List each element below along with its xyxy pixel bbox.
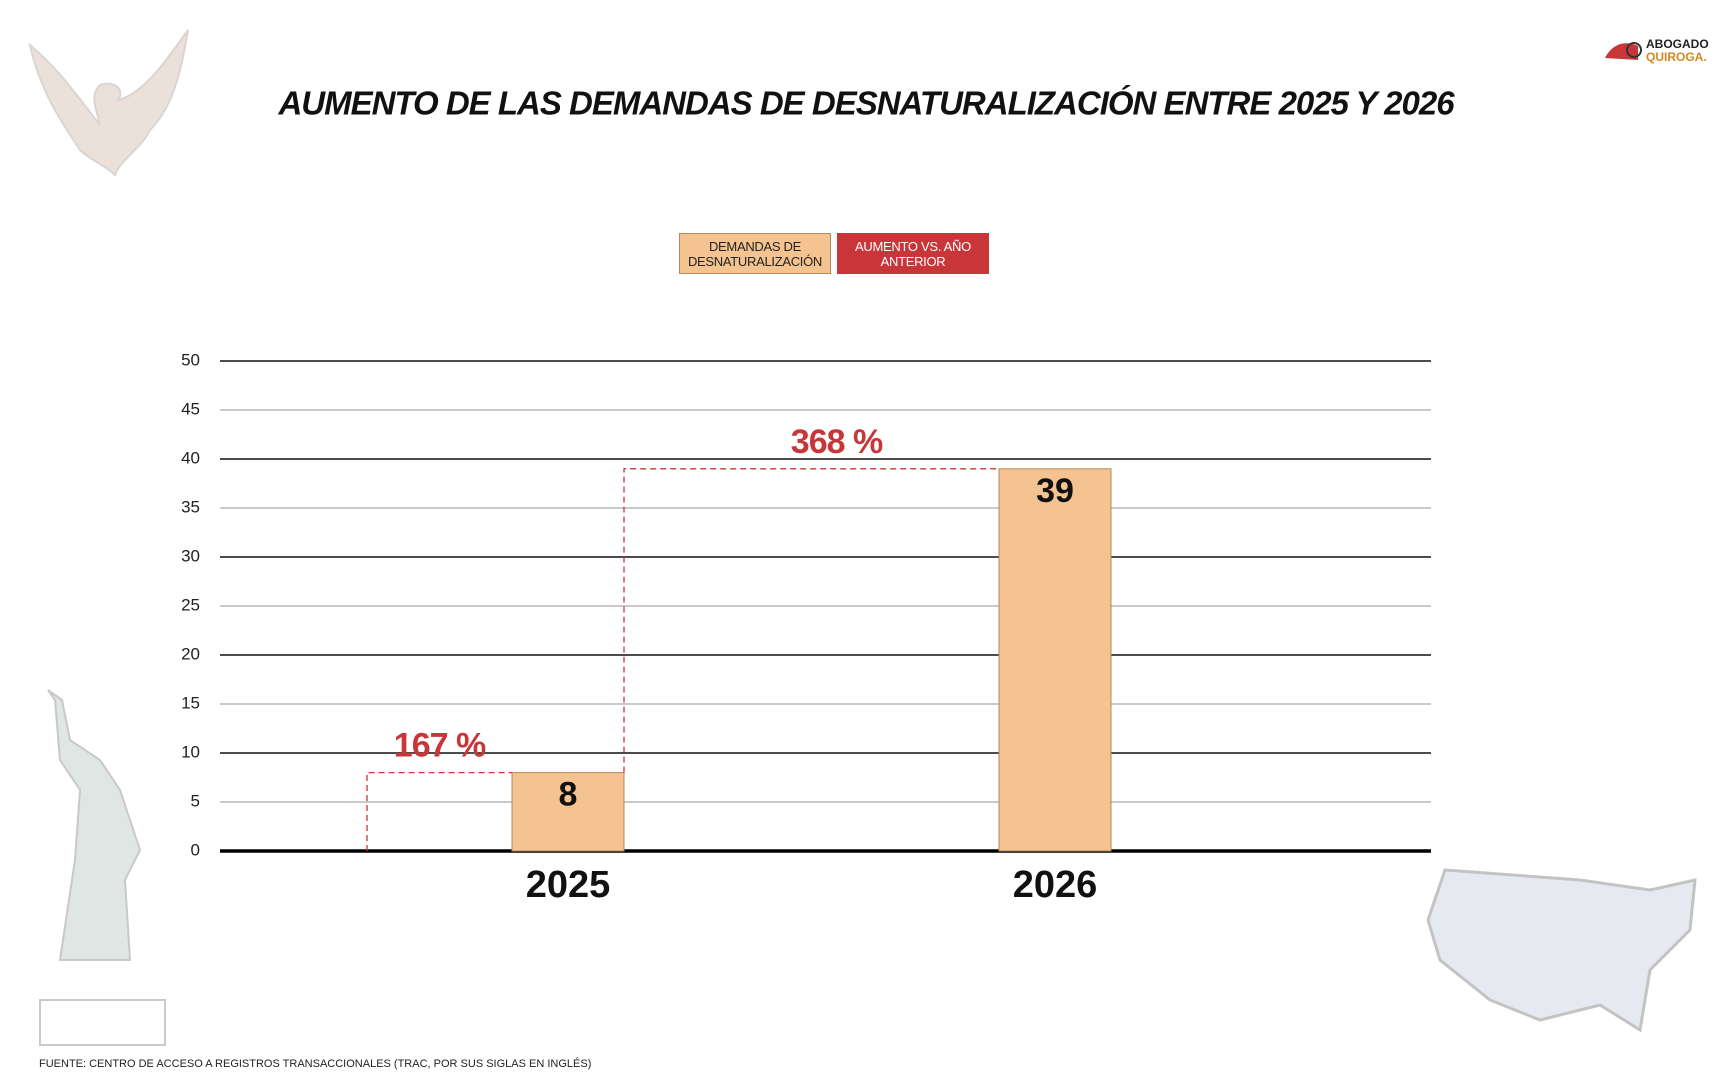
logo-mark	[1605, 42, 1642, 60]
increase-connector	[366, 771, 512, 851]
increase-connector	[623, 468, 999, 773]
y-tick-label: 15	[181, 693, 200, 712]
y-tick-label: 0	[191, 840, 200, 859]
y-tick-label: 5	[191, 791, 200, 810]
x-tick-label: 2025	[526, 864, 611, 906]
bar-value-label: 8	[559, 776, 578, 814]
legend-item: DEMANDAS DE DESNATURALIZACIÓN	[679, 233, 831, 274]
eagle-illustration	[28, 29, 189, 177]
y-tick-label: 30	[181, 546, 200, 565]
bar	[998, 468, 1112, 852]
y-tick-label: 50	[181, 350, 200, 369]
statue-illustration	[39, 689, 166, 1046]
y-tick-label: 10	[181, 742, 200, 761]
y-tick-label: 45	[181, 399, 200, 418]
y-tick-label: 40	[181, 448, 200, 467]
y-tick-label: 25	[181, 595, 200, 614]
increase-label: 167 %	[394, 727, 486, 765]
chart-title: AUMENTO DE LAS DEMANDAS DE DESNATURALIZA…	[277, 85, 1455, 122]
legend-item: AUMENTO VS. AÑO ANTERIOR	[837, 233, 989, 274]
bar-value-label: 39	[1036, 472, 1074, 510]
increase-label: 368 %	[791, 423, 883, 461]
y-tick-label: 20	[181, 644, 200, 663]
y-tick-label: 35	[181, 497, 200, 516]
logo-text: ABOGADO	[1646, 37, 1709, 51]
source-note: FUENTE: CENTRO DE ACCESO A REGISTROS TRA…	[39, 1057, 591, 1070]
logo-text: QUIROGA.	[1646, 50, 1707, 64]
bar	[511, 772, 625, 852]
x-tick-label: 2026	[1013, 864, 1098, 906]
usa-illustration	[1426, 868, 1697, 1033]
